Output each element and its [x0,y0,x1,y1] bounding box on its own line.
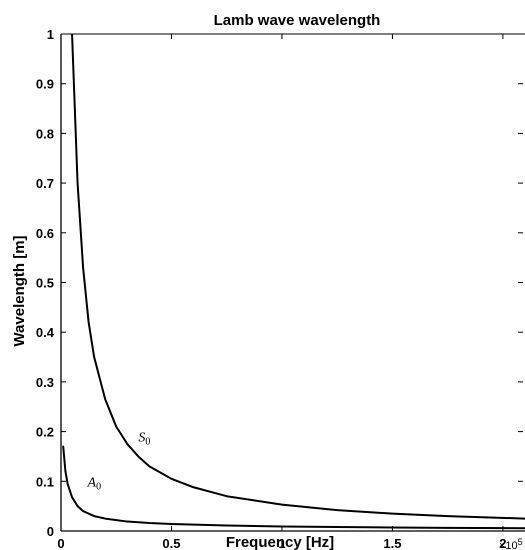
x-exponent-power: 5 [518,537,523,547]
chart-title: Lamb wave wavelength [214,12,381,29]
y-tick-label: 0.9 [36,77,54,92]
plot-area: 0 0.5 1 1.5 2 0 0.1 0.2 0.3 0.4 0.5 0.6 0.7 0.8 0.9 1 S0… [36,27,525,550]
curve-label-a0: A0 [87,475,102,492]
x-tick-label: 1.5 [383,536,401,550]
y-tick-label: 0.7 [36,176,54,191]
x-tick-label: 0.5 [162,536,180,550]
curve-label-s0: S0 [138,431,150,448]
x-tick-label: 2 [499,536,506,550]
x-exponent: ×105 [499,537,523,550]
y-tick-label: 0.3 [36,375,54,390]
y-tick-label: 1 [47,27,54,42]
y-tick-label: 0 [47,524,54,539]
y-tick-label: 0.6 [36,226,54,241]
x-tick-label: 0 [57,536,64,550]
series-line-a0 [62,445,525,530]
x-tick-label: 1 [278,536,285,550]
series-line-s0 [71,34,525,520]
x-exponent-base: ×10 [499,540,518,550]
y-tick-label: 0.1 [36,474,54,489]
x-axis-label: Frequency [Hz] [226,534,334,550]
y-tick-label: 0.8 [36,126,54,141]
y-tick-label: 0.5 [36,276,54,291]
y-tick-label: 0.4 [36,325,55,340]
y-axis-label: Wavelength [m] [11,235,28,346]
y-tick-label: 0.2 [36,425,54,440]
svg-text:×105: ×105 [499,537,523,550]
